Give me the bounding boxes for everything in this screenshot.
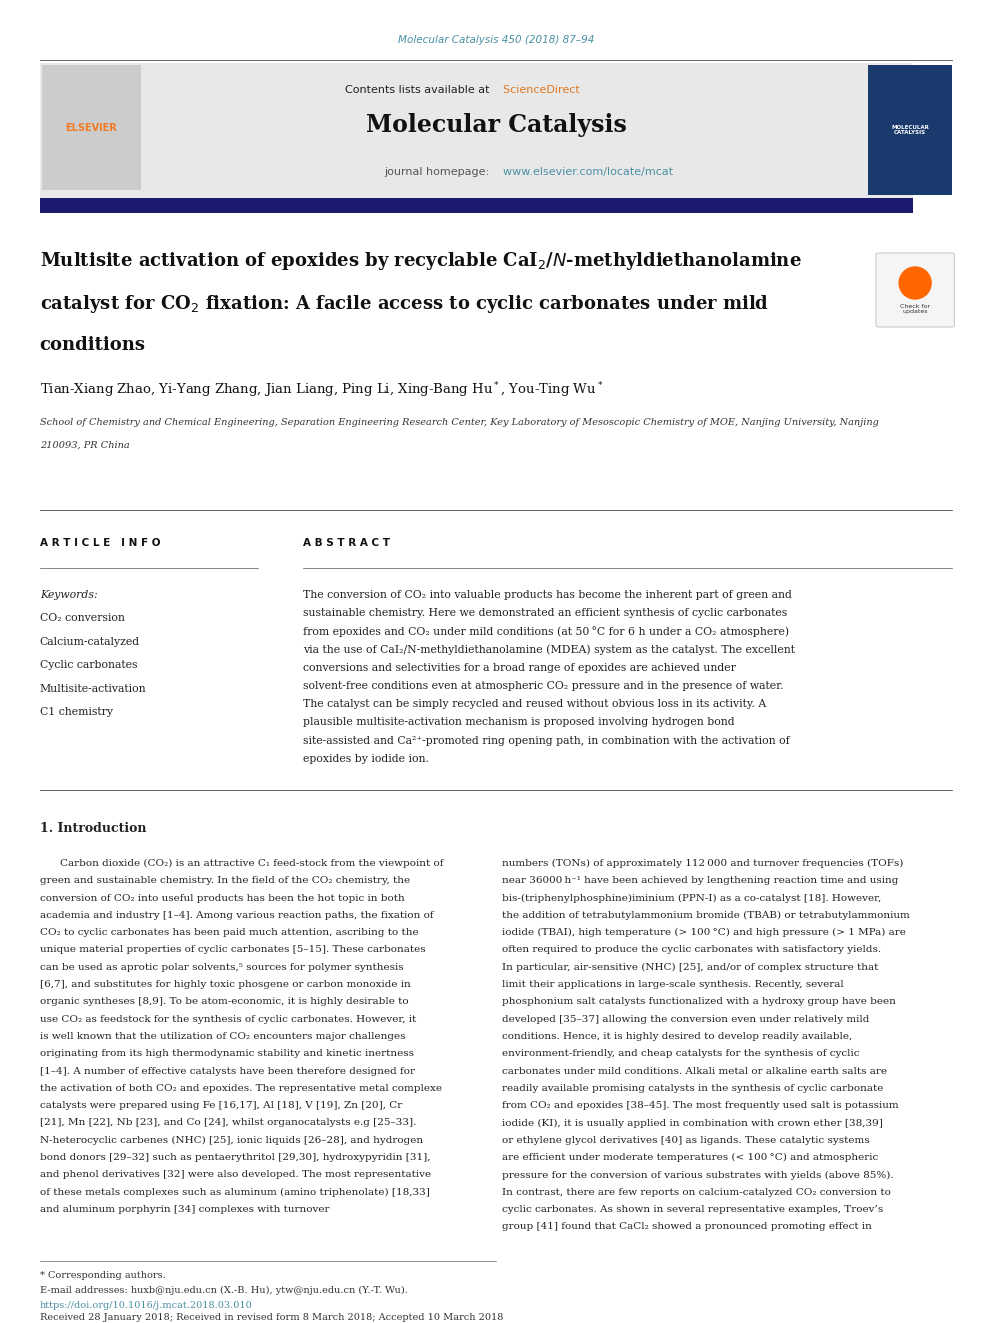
Text: can be used as aprotic polar solvents,⁵ sources for polymer synthesis: can be used as aprotic polar solvents,⁵ … [40,963,404,972]
Bar [868,65,952,194]
Text: https://doi.org/10.1016/j.mcat.2018.03.010: https://doi.org/10.1016/j.mcat.2018.03.0… [40,1301,252,1310]
Text: Tian-Xiang Zhao, Yi-Yang Zhang, Jian Liang, Ping Li, Xing-Bang Hu$^*$, You-Ting : Tian-Xiang Zhao, Yi-Yang Zhang, Jian Lia… [40,380,603,400]
Text: conditions: conditions [40,336,146,355]
Bar [42,65,141,191]
Text: numbers (TONs) of approximately 112 000 and turnover frequencies (TOFs): numbers (TONs) of approximately 112 000 … [502,859,904,868]
Text: conversion of CO₂ into useful products has been the hot topic in both: conversion of CO₂ into useful products h… [40,893,405,902]
Text: Carbon dioxide (CO₂) is an attractive C₁ feed-stock from the viewpoint of: Carbon dioxide (CO₂) is an attractive C₁… [60,859,443,868]
Text: A R T I C L E   I N F O: A R T I C L E I N F O [40,538,160,548]
Text: the activation of both CO₂ and epoxides. The representative metal complexe: the activation of both CO₂ and epoxides.… [40,1084,441,1093]
Text: E-mail addresses: huxb@nju.edu.cn (X.-B. Hu), ytw@nju.edu.cn (Y.-T. Wu).: E-mail addresses: huxb@nju.edu.cn (X.-B.… [40,1286,408,1295]
Text: Multisite-activation: Multisite-activation [40,684,146,695]
Text: carbonates under mild conditions. Alkali metal or alkaline earth salts are: carbonates under mild conditions. Alkali… [502,1066,887,1076]
Text: www.elsevier.com/locate/mcat: www.elsevier.com/locate/mcat [496,167,674,177]
Text: sustainable chemistry. Here we demonstrated an efficient synthesis of cyclic car: sustainable chemistry. Here we demonstra… [303,609,787,618]
Text: site-assisted and Ca²⁺-promoted ring opening path, in combination with the activ: site-assisted and Ca²⁺-promoted ring ope… [303,736,790,746]
Text: often required to produce the cyclic carbonates with satisfactory yields.: often required to produce the cyclic car… [502,946,881,954]
Text: Multisite activation of epoxides by recyclable CaI$_2$/$N$-methyldiethanolamine: Multisite activation of epoxides by recy… [40,250,802,273]
Text: environment-friendly, and cheap catalysts for the synthesis of cyclic: environment-friendly, and cheap catalyst… [502,1049,859,1058]
Text: iodide (KI), it is usually applied in combination with crown ether [38,39]: iodide (KI), it is usually applied in co… [502,1118,883,1127]
Text: are efficient under moderate temperatures (< 100 °C) and atmospheric: are efficient under moderate temperature… [502,1154,878,1162]
Text: unique material properties of cyclic carbonates [5–15]. These carbonates: unique material properties of cyclic car… [40,946,426,954]
Text: epoxides by iodide ion.: epoxides by iodide ion. [303,754,429,763]
Text: conditions. Hence, it is highly desired to develop readily available,: conditions. Hence, it is highly desired … [502,1032,852,1041]
Text: The conversion of CO₂ into valuable products has become the inherent part of gre: The conversion of CO₂ into valuable prod… [303,590,792,601]
Circle shape [899,267,931,299]
Text: iodide (TBAI), high temperature (> 100 °C) and high pressure (> 1 MPa) are: iodide (TBAI), high temperature (> 100 °… [502,929,906,937]
Text: the addition of tetrabutylammonium bromide (TBAB) or tetrabutylammonium: the addition of tetrabutylammonium bromi… [502,912,910,919]
Text: The catalyst can be simply recycled and reused without obvious loss in its activ: The catalyst can be simply recycled and … [303,699,766,709]
Text: originating from its high thermodynamic stability and kinetic inertness: originating from its high thermodynamic … [40,1049,414,1058]
Text: MOLECULAR
CATALYSIS: MOLECULAR CATALYSIS [891,124,930,135]
Text: CO₂ to cyclic carbonates has been paid much attention, ascribing to the: CO₂ to cyclic carbonates has been paid m… [40,929,419,937]
Text: group [41] found that CaCl₂ showed a pronounced promoting effect in: group [41] found that CaCl₂ showed a pro… [502,1222,872,1232]
Text: solvent-free conditions even at atmospheric CO₂ pressure and in the presence of : solvent-free conditions even at atmosphe… [303,681,783,691]
Text: In contrast, there are few reports on calcium-catalyzed CO₂ conversion to: In contrast, there are few reports on ca… [502,1188,891,1197]
Text: Calcium-catalyzed: Calcium-catalyzed [40,636,140,647]
Text: and phenol derivatives [32] were also developed. The most representative: and phenol derivatives [32] were also de… [40,1171,431,1179]
FancyBboxPatch shape [876,253,954,327]
Text: 1. Introduction: 1. Introduction [40,822,146,835]
Text: via the use of CaI₂/N-methyldiethanolamine (MDEA) system as the catalyst. The ex: via the use of CaI₂/N-methyldiethanolami… [303,644,795,655]
Text: In particular, air-sensitive (NHC) [25], and/or of complex structure that: In particular, air-sensitive (NHC) [25],… [502,963,878,972]
Bar [40,64,913,200]
Text: A B S T R A C T: A B S T R A C T [303,538,390,548]
Text: organic syntheses [8,9]. To be atom-economic, it is highly desirable to: organic syntheses [8,9]. To be atom-econ… [40,998,409,1007]
Text: catalysts were prepared using Fe [16,17], Al [18], V [19], Zn [20], Cr: catalysts were prepared using Fe [16,17]… [40,1101,402,1110]
Text: is well known that the utilization of CO₂ encounters major challenges: is well known that the utilization of CO… [40,1032,405,1041]
Text: ELSEVIER: ELSEVIER [65,123,117,134]
Text: 210093, PR China: 210093, PR China [40,441,129,450]
Text: conversions and selectivities for a broad range of epoxides are achieved under: conversions and selectivities for a broa… [303,663,735,673]
Text: Received 28 January 2018; Received in revised form 8 March 2018; Accepted 10 Mar: Received 28 January 2018; Received in re… [40,1312,503,1322]
Text: Molecular Catalysis 450 (2018) 87–94: Molecular Catalysis 450 (2018) 87–94 [398,34,594,45]
Text: developed [35–37] allowing the conversion even under relatively mild: developed [35–37] allowing the conversio… [502,1015,869,1024]
Text: Molecular Catalysis: Molecular Catalysis [366,112,626,138]
Text: of these metals complexes such as aluminum (amino triphenolate) [18,33]: of these metals complexes such as alumin… [40,1188,430,1197]
Text: phosphonium salt catalysts functionalized with a hydroxy group have been: phosphonium salt catalysts functionalize… [502,998,896,1007]
Text: ScienceDirect: ScienceDirect [496,85,579,95]
Text: green and sustainable chemistry. In the field of the CO₂ chemistry, the: green and sustainable chemistry. In the … [40,876,410,885]
Text: CO₂ conversion: CO₂ conversion [40,614,125,623]
Text: readily available promising catalysts in the synthesis of cyclic carbonate: readily available promising catalysts in… [502,1084,883,1093]
Bar [40,198,913,213]
Text: bond donors [29–32] such as pentaerythritol [29,30], hydroxypyridin [31],: bond donors [29–32] such as pentaerythri… [40,1154,431,1162]
Text: Keywords:: Keywords: [40,590,97,601]
Text: [1–4]. A number of effective catalysts have been therefore designed for: [1–4]. A number of effective catalysts h… [40,1066,415,1076]
Text: journal homepage:: journal homepage: [384,167,496,177]
Text: [6,7], and substitutes for highly toxic phosgene or carbon monoxide in: [6,7], and substitutes for highly toxic … [40,980,411,990]
Text: limit their applications in large-scale synthesis. Recently, several: limit their applications in large-scale … [502,980,844,990]
Text: bis-(triphenylphosphine)iminium (PPN-I) as a co-catalyst [18]. However,: bis-(triphenylphosphine)iminium (PPN-I) … [502,893,881,902]
Text: and aluminum porphyrin [34] complexes with turnover: and aluminum porphyrin [34] complexes wi… [40,1205,329,1215]
Text: from epoxides and CO₂ under mild conditions (at 50 °C for 6 h under a CO₂ atmosp: from epoxides and CO₂ under mild conditi… [303,626,789,638]
Text: [21], Mn [22], Nb [23], and Co [24], whilst organocatalysts e.g [25–33].: [21], Mn [22], Nb [23], and Co [24], whi… [40,1118,416,1127]
Text: C1 chemistry: C1 chemistry [40,708,113,717]
Text: academia and industry [1–4]. Among various reaction paths, the fixation of: academia and industry [1–4]. Among vario… [40,912,434,919]
Text: or ethylene glycol derivatives [40] as ligands. These catalytic systems: or ethylene glycol derivatives [40] as l… [502,1136,870,1144]
Text: pressure for the conversion of various substrates with yields (above 85%).: pressure for the conversion of various s… [502,1171,894,1180]
Text: plausible multisite-activation mechanism is proposed involving hydrogen bond: plausible multisite-activation mechanism… [303,717,734,728]
Text: Contents lists available at: Contents lists available at [344,85,496,95]
Text: Check for
updates: Check for updates [900,303,930,315]
Text: Cyclic carbonates: Cyclic carbonates [40,660,137,671]
Text: cyclic carbonates. As shown in several representative examples, Troev’s: cyclic carbonates. As shown in several r… [502,1205,883,1215]
Text: * Corresponding authors.: * Corresponding authors. [40,1271,166,1279]
Text: School of Chemistry and Chemical Engineering, Separation Engineering Research Ce: School of Chemistry and Chemical Enginee… [40,418,879,427]
Text: from CO₂ and epoxides [38–45]. The most frequently used salt is potassium: from CO₂ and epoxides [38–45]. The most … [502,1101,899,1110]
Text: near 36000 h⁻¹ have been achieved by lengthening reaction time and using: near 36000 h⁻¹ have been achieved by len… [502,876,899,885]
Text: use CO₂ as feedstock for the synthesis of cyclic carbonates. However, it: use CO₂ as feedstock for the synthesis o… [40,1015,416,1024]
Text: catalyst for CO$_2$ fixation: A facile access to cyclic carbonates under mild: catalyst for CO$_2$ fixation: A facile a… [40,292,769,315]
Text: N-heterocyclic carbenes (NHC) [25], ionic liquids [26–28], and hydrogen: N-heterocyclic carbenes (NHC) [25], ioni… [40,1136,423,1144]
